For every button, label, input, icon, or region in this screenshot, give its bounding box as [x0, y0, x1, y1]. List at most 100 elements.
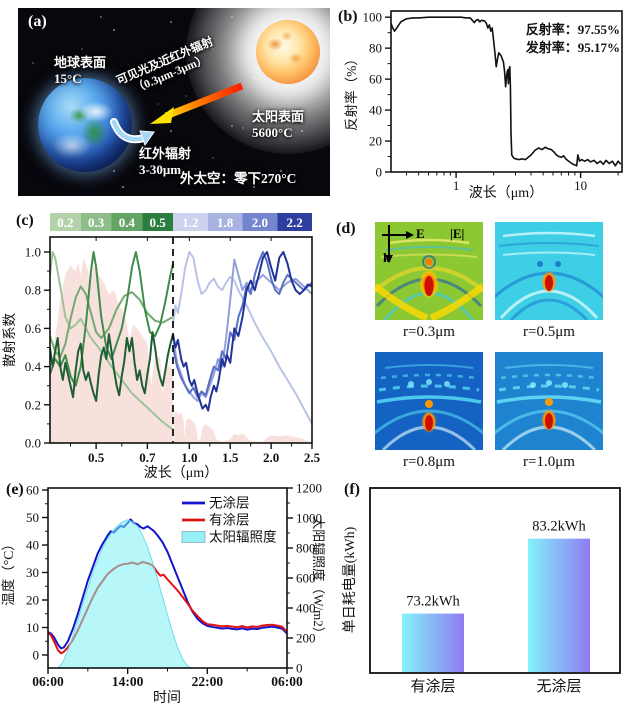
svg-text:10: 10: [574, 178, 587, 193]
svg-text:1.0: 1.0: [25, 245, 41, 260]
reflectance-curve: [390, 16, 622, 167]
field-caption-3: r=0.8μm: [403, 454, 455, 470]
panel-e-label: (e): [6, 481, 24, 498]
svg-text:800: 800: [296, 541, 316, 556]
panel-b-label: (b): [338, 8, 358, 25]
svg-text:有涂层: 有涂层: [209, 513, 250, 528]
field-caption-2: r=0.5μm: [523, 324, 575, 340]
svg-text:2.0: 2.0: [252, 215, 268, 230]
svg-text:60: 60: [369, 72, 382, 87]
svg-text:0.5: 0.5: [150, 215, 167, 230]
svg-text:散射系数: 散射系数: [2, 313, 17, 367]
svg-text:太阳辐照度: 太阳辐照度: [209, 530, 277, 545]
svg-text:1.2: 1.2: [182, 215, 198, 230]
series-0.2: [49, 251, 174, 431]
svg-text:14:00: 14:00: [112, 674, 144, 689]
svg-text:波长（μm）: 波长（μm）: [469, 185, 543, 201]
panel-a-space-illustration: (a) 地球表面 15°C 可见光及近红外辐射 （0.3μm-3μm） 太阳表面 56…: [18, 8, 330, 196]
field-map-r0.3: [367, 222, 491, 322]
panel-d-label: (d): [336, 220, 356, 237]
svg-text:0.8: 0.8: [25, 283, 41, 298]
svg-text:50: 50: [26, 510, 39, 525]
svg-text:0: 0: [33, 648, 40, 663]
svg-text:反射率：97.55%: 反射率：97.55%: [526, 22, 620, 37]
bar-无涂层: [528, 538, 590, 672]
svg-text:0: 0: [296, 661, 303, 676]
svg-text:无涂层: 无涂层: [536, 678, 581, 695]
uncoated-line: [47, 518, 288, 650]
svg-text:2.2: 2.2: [287, 215, 303, 230]
chart-daily-power-consumption: 73.2kWh 83.2kWh 有涂层 无涂层 单日耗电量(kWh): [342, 487, 621, 695]
svg-text:有涂层: 有涂层: [410, 678, 455, 695]
series-1.2: [172, 251, 313, 425]
svg-text:无涂层: 无涂层: [209, 496, 250, 511]
e-field-arrow-label: E: [416, 226, 425, 241]
svg-text:反射率（%）: 反射率（%）: [343, 52, 359, 131]
plot-f: 73.2kWh 83.2kWh: [369, 487, 621, 674]
sun-icon: [256, 20, 320, 84]
series-0.5: [49, 331, 174, 402]
svg-text:波长（μm）: 波长（μm）: [144, 465, 218, 480]
panel-f-label: (f): [344, 481, 360, 498]
radius-header-boxes: 0.2 0.3 0.4 0.5 1.2 1.8 2.0 2.2: [50, 213, 312, 231]
svg-text:单日耗电量(kWh): 单日耗电量(kWh): [342, 526, 358, 633]
field-caption-4: r=1.0μm: [523, 454, 575, 470]
solar-radiation-arrow-icon: [150, 82, 244, 124]
svg-text:0.6: 0.6: [25, 321, 42, 336]
svg-text:0.2: 0.2: [25, 397, 41, 412]
plot-b: [390, 10, 623, 173]
panel-a-label: (a): [28, 13, 47, 30]
sun-surface-label: 太阳表面 5600°C: [252, 109, 305, 141]
bar-有涂层: [402, 613, 464, 672]
svg-text:0.2: 0.2: [57, 215, 73, 230]
chart-reflectance-spectrum: 1 10020406080100波长（μm）反射率（%）反射率：97.55%发射率…: [343, 10, 623, 201]
svg-text:0.7: 0.7: [139, 450, 156, 465]
svg-text:06:00: 06:00: [32, 674, 64, 689]
svg-text:600: 600: [296, 571, 316, 586]
svg-text:0.4: 0.4: [119, 215, 136, 230]
panel-c-label: (c): [16, 212, 34, 229]
svg-text:0.0: 0.0: [25, 436, 41, 451]
field-map-r0.5: [489, 222, 609, 322]
svg-text:1: 1: [453, 178, 460, 193]
svg-text:400: 400: [296, 601, 316, 616]
svg-text:1000: 1000: [296, 511, 322, 526]
svg-text:0.3: 0.3: [88, 215, 105, 230]
svg-text:发射率：95.17%: 发射率：95.17%: [525, 40, 620, 55]
field-map-r1.0: [490, 352, 608, 452]
svg-text:73.2kWh: 73.2kWh: [406, 594, 460, 610]
svg-text:1.0: 1.0: [181, 450, 197, 465]
svg-text:80: 80: [369, 41, 382, 56]
svg-text:2.0: 2.0: [263, 450, 279, 465]
earth-surface-label: 地球表面 15°C: [54, 55, 107, 87]
svg-text:83.2kWh: 83.2kWh: [532, 519, 586, 535]
svg-text:10: 10: [26, 620, 39, 635]
svg-text:40: 40: [26, 538, 39, 553]
infrared-radiation-label: 红外辐射 3-30μm: [139, 146, 192, 178]
svg-text:20: 20: [369, 134, 382, 149]
field-caption-1: r=0.3μm: [403, 324, 455, 340]
svg-text:2.5: 2.5: [304, 450, 321, 465]
series-2.0: [172, 251, 313, 399]
svg-text:200: 200: [296, 631, 316, 646]
svg-text:1.5: 1.5: [222, 450, 239, 465]
svg-text:0: 0: [376, 165, 383, 180]
svg-text:1200: 1200: [296, 481, 322, 496]
svg-text:0.4: 0.4: [25, 359, 42, 374]
svg-text:0.5: 0.5: [88, 450, 105, 465]
svg-text:100: 100: [363, 10, 383, 25]
svg-text:40: 40: [369, 103, 382, 118]
svg-text:06:00: 06:00: [271, 674, 303, 689]
k-vector-arrow-label: k: [383, 250, 391, 265]
outer-space-label: 外太空：零下270°C: [180, 171, 297, 186]
svg-text:温度（°C）: 温度（°C）: [1, 537, 16, 605]
field-map-r0.8: [370, 352, 488, 452]
svg-text:60: 60: [26, 483, 39, 498]
series-2.2: [172, 251, 313, 412]
axes-c: 0.0 0.2 0.4 0.6 0.8 1.0 0.5 0.7 1.0 1.5 2.0 2.5: [25, 237, 321, 465]
infrared-arrow-icon: [110, 118, 155, 147]
